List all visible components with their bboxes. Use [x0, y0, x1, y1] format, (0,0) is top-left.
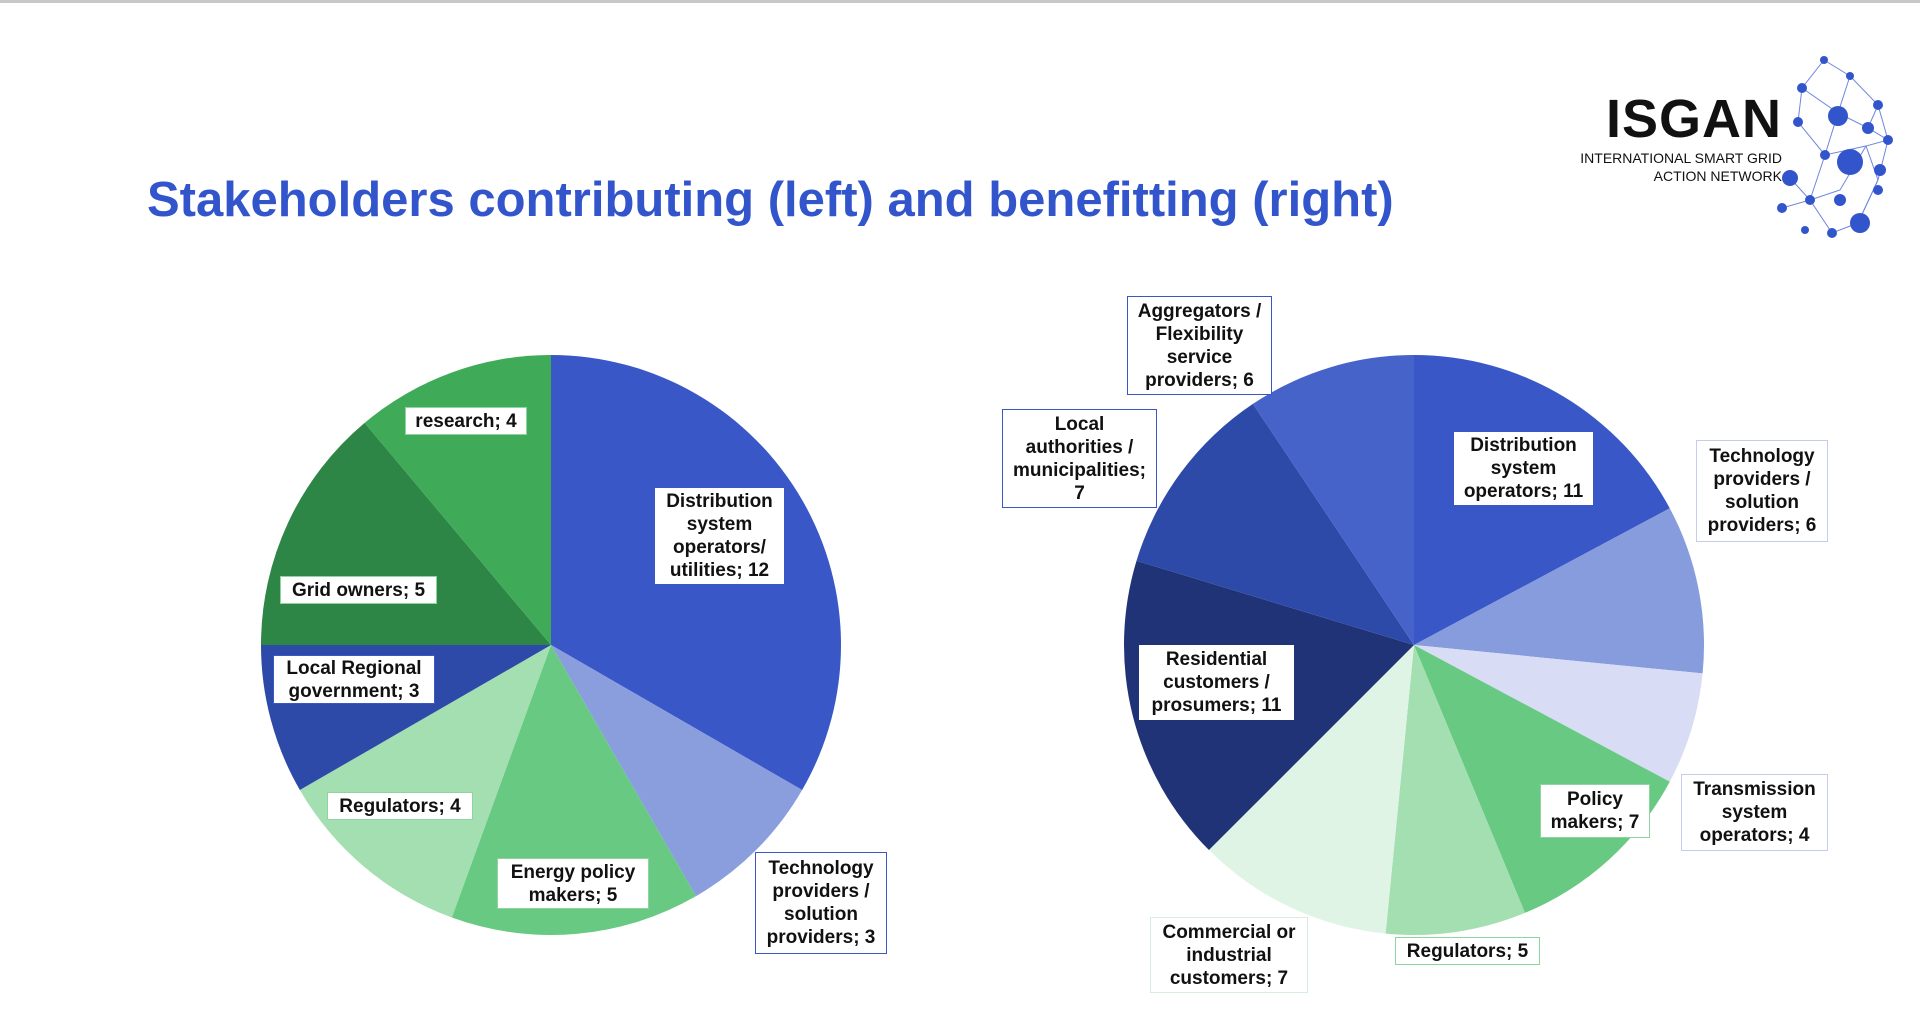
data-label-left-dso: Distribution system operators/ utilities…	[654, 487, 785, 585]
data-label-left-technology: Technology providers / solution provider…	[755, 852, 887, 954]
pie-slice-transmission-system-operators	[1414, 645, 1703, 782]
pie-slice-policy-makers	[1414, 645, 1670, 913]
pie-slice-local-authorities-municipalities	[1136, 403, 1414, 645]
data-label-right-aggregators: Aggregators / Flexibility service provid…	[1127, 296, 1272, 395]
data-label-right-dso: Distribution system operators; 11	[1453, 431, 1594, 506]
pie-slice-aggregators-flexibility-service-providers	[1252, 355, 1414, 645]
data-label-right-regulators: Regulators; 5	[1395, 937, 1540, 965]
top-border	[0, 0, 1920, 3]
left-pie-contributing	[261, 355, 841, 936]
data-label-left-energy-policy: Energy policy makers; 5	[497, 858, 649, 909]
data-label-right-technology: Technology providers / solution provider…	[1696, 440, 1828, 542]
data-label-right-tso: Transmission system operators; 4	[1681, 774, 1828, 851]
pie-slice-technology-providers-solution-providers	[1414, 508, 1704, 674]
data-label-right-policy-makers: Policy makers; 7	[1540, 784, 1650, 838]
data-label-left-research: research; 4	[405, 407, 527, 435]
data-label-right-residential: Residential customers / prosumers; 11	[1139, 645, 1294, 720]
pie-slice-regulators	[1385, 645, 1525, 935]
logo-name: ISGAN	[1606, 89, 1783, 149]
page-title: Stakeholders contributing (left) and ben…	[147, 173, 1394, 227]
data-label-left-regulators: Regulators; 4	[327, 792, 473, 820]
pie-slice-commercial-or-industrial-customers	[1208, 645, 1414, 934]
pie-slice-regulators	[299, 645, 551, 918]
network-graphic-icon	[1777, 56, 1893, 238]
logo-line-2: ACTION NETWORK	[1653, 168, 1782, 184]
logo-line-1: INTERNATIONAL SMART GRID	[1580, 150, 1782, 166]
pie-slice-technology-providers-solution-providers	[551, 645, 803, 897]
data-label-right-local-authorities: Local authorities / municipalities; 7	[1002, 409, 1157, 508]
data-label-left-local-regional: Local Regional government; 3	[273, 655, 435, 704]
data-label-left-grid-owners: Grid owners; 5	[280, 576, 437, 604]
data-label-right-commercial: Commercial or industrial customers; 7	[1150, 917, 1308, 993]
